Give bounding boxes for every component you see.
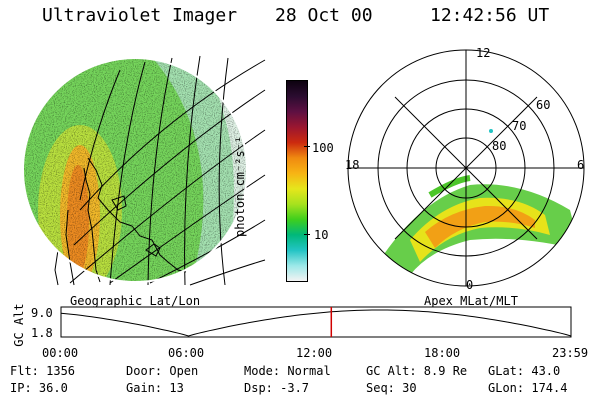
colorbar-unit-label: photon cm⁻²s⁻¹ bbox=[233, 135, 247, 237]
timeline-xtick-0600: 06:00 bbox=[168, 346, 205, 360]
time-label: 12:42:56 UT bbox=[430, 5, 550, 26]
info-gain: Gain: 13 bbox=[126, 381, 184, 395]
colorbar-tick-mark bbox=[304, 234, 310, 235]
info-gcalt: GC Alt: 8.9 Re bbox=[366, 364, 468, 378]
colorbar bbox=[286, 80, 308, 282]
timeline-xtick-0000: 00:00 bbox=[42, 346, 79, 360]
info-glat: GLat: 43.0 bbox=[488, 364, 561, 378]
polar-mlat-mlt-plot bbox=[347, 49, 585, 287]
info-ip: IP: 36.0 bbox=[10, 381, 68, 395]
info-seq: Seq: 30 bbox=[366, 381, 417, 395]
info-mode: Mode: Normal bbox=[244, 364, 331, 378]
mlt-label-18: 18 bbox=[345, 158, 360, 172]
mlat-label-60: 60 bbox=[536, 98, 551, 112]
polar-rings bbox=[347, 49, 585, 287]
timeline-xtick-1800: 18:00 bbox=[424, 346, 461, 360]
timeline-ytick-9: 9.0 bbox=[31, 306, 53, 320]
timeline-ylabel: GC Alt bbox=[12, 303, 26, 347]
mlat-label-80: 80 bbox=[492, 139, 507, 153]
colorbar-tick-100: 100 bbox=[312, 141, 334, 155]
mlt-label-12: 12 bbox=[476, 46, 491, 60]
info-glon: GLon: 174.4 bbox=[488, 381, 568, 395]
mlt-label-0: 0 bbox=[466, 278, 474, 292]
apex-label: Apex MLat/MLT bbox=[424, 294, 518, 308]
geographic-label: Geographic Lat/Lon bbox=[70, 294, 201, 308]
timeline-xtick-2359: 23:59 bbox=[552, 346, 589, 360]
coastline-lines bbox=[54, 157, 187, 286]
geographic-image bbox=[22, 55, 266, 286]
lat-lon-grid bbox=[69, 55, 266, 286]
instrument-title: Ultraviolet Imager bbox=[42, 5, 238, 26]
info-door: Door: Open bbox=[126, 364, 199, 378]
colorbar-tick-10: 10 bbox=[314, 228, 329, 242]
timeline-ytick-1.8: 1.8 bbox=[31, 326, 53, 340]
colorbar-gradient bbox=[287, 81, 307, 281]
mlt-label-6: 6 bbox=[577, 158, 585, 172]
info-flt: Flt: 1356 bbox=[10, 364, 76, 378]
date-label: 28 Oct 00 bbox=[275, 5, 373, 26]
timeline-xtick-1200: 12:00 bbox=[296, 346, 333, 360]
colorbar-tick-mark bbox=[304, 146, 310, 147]
mlat-label-70: 70 bbox=[512, 119, 527, 133]
altitude-curve bbox=[60, 309, 572, 337]
info-dsp: Dsp: -3.7 bbox=[244, 381, 310, 395]
altitude-timeline-plot bbox=[60, 306, 572, 338]
